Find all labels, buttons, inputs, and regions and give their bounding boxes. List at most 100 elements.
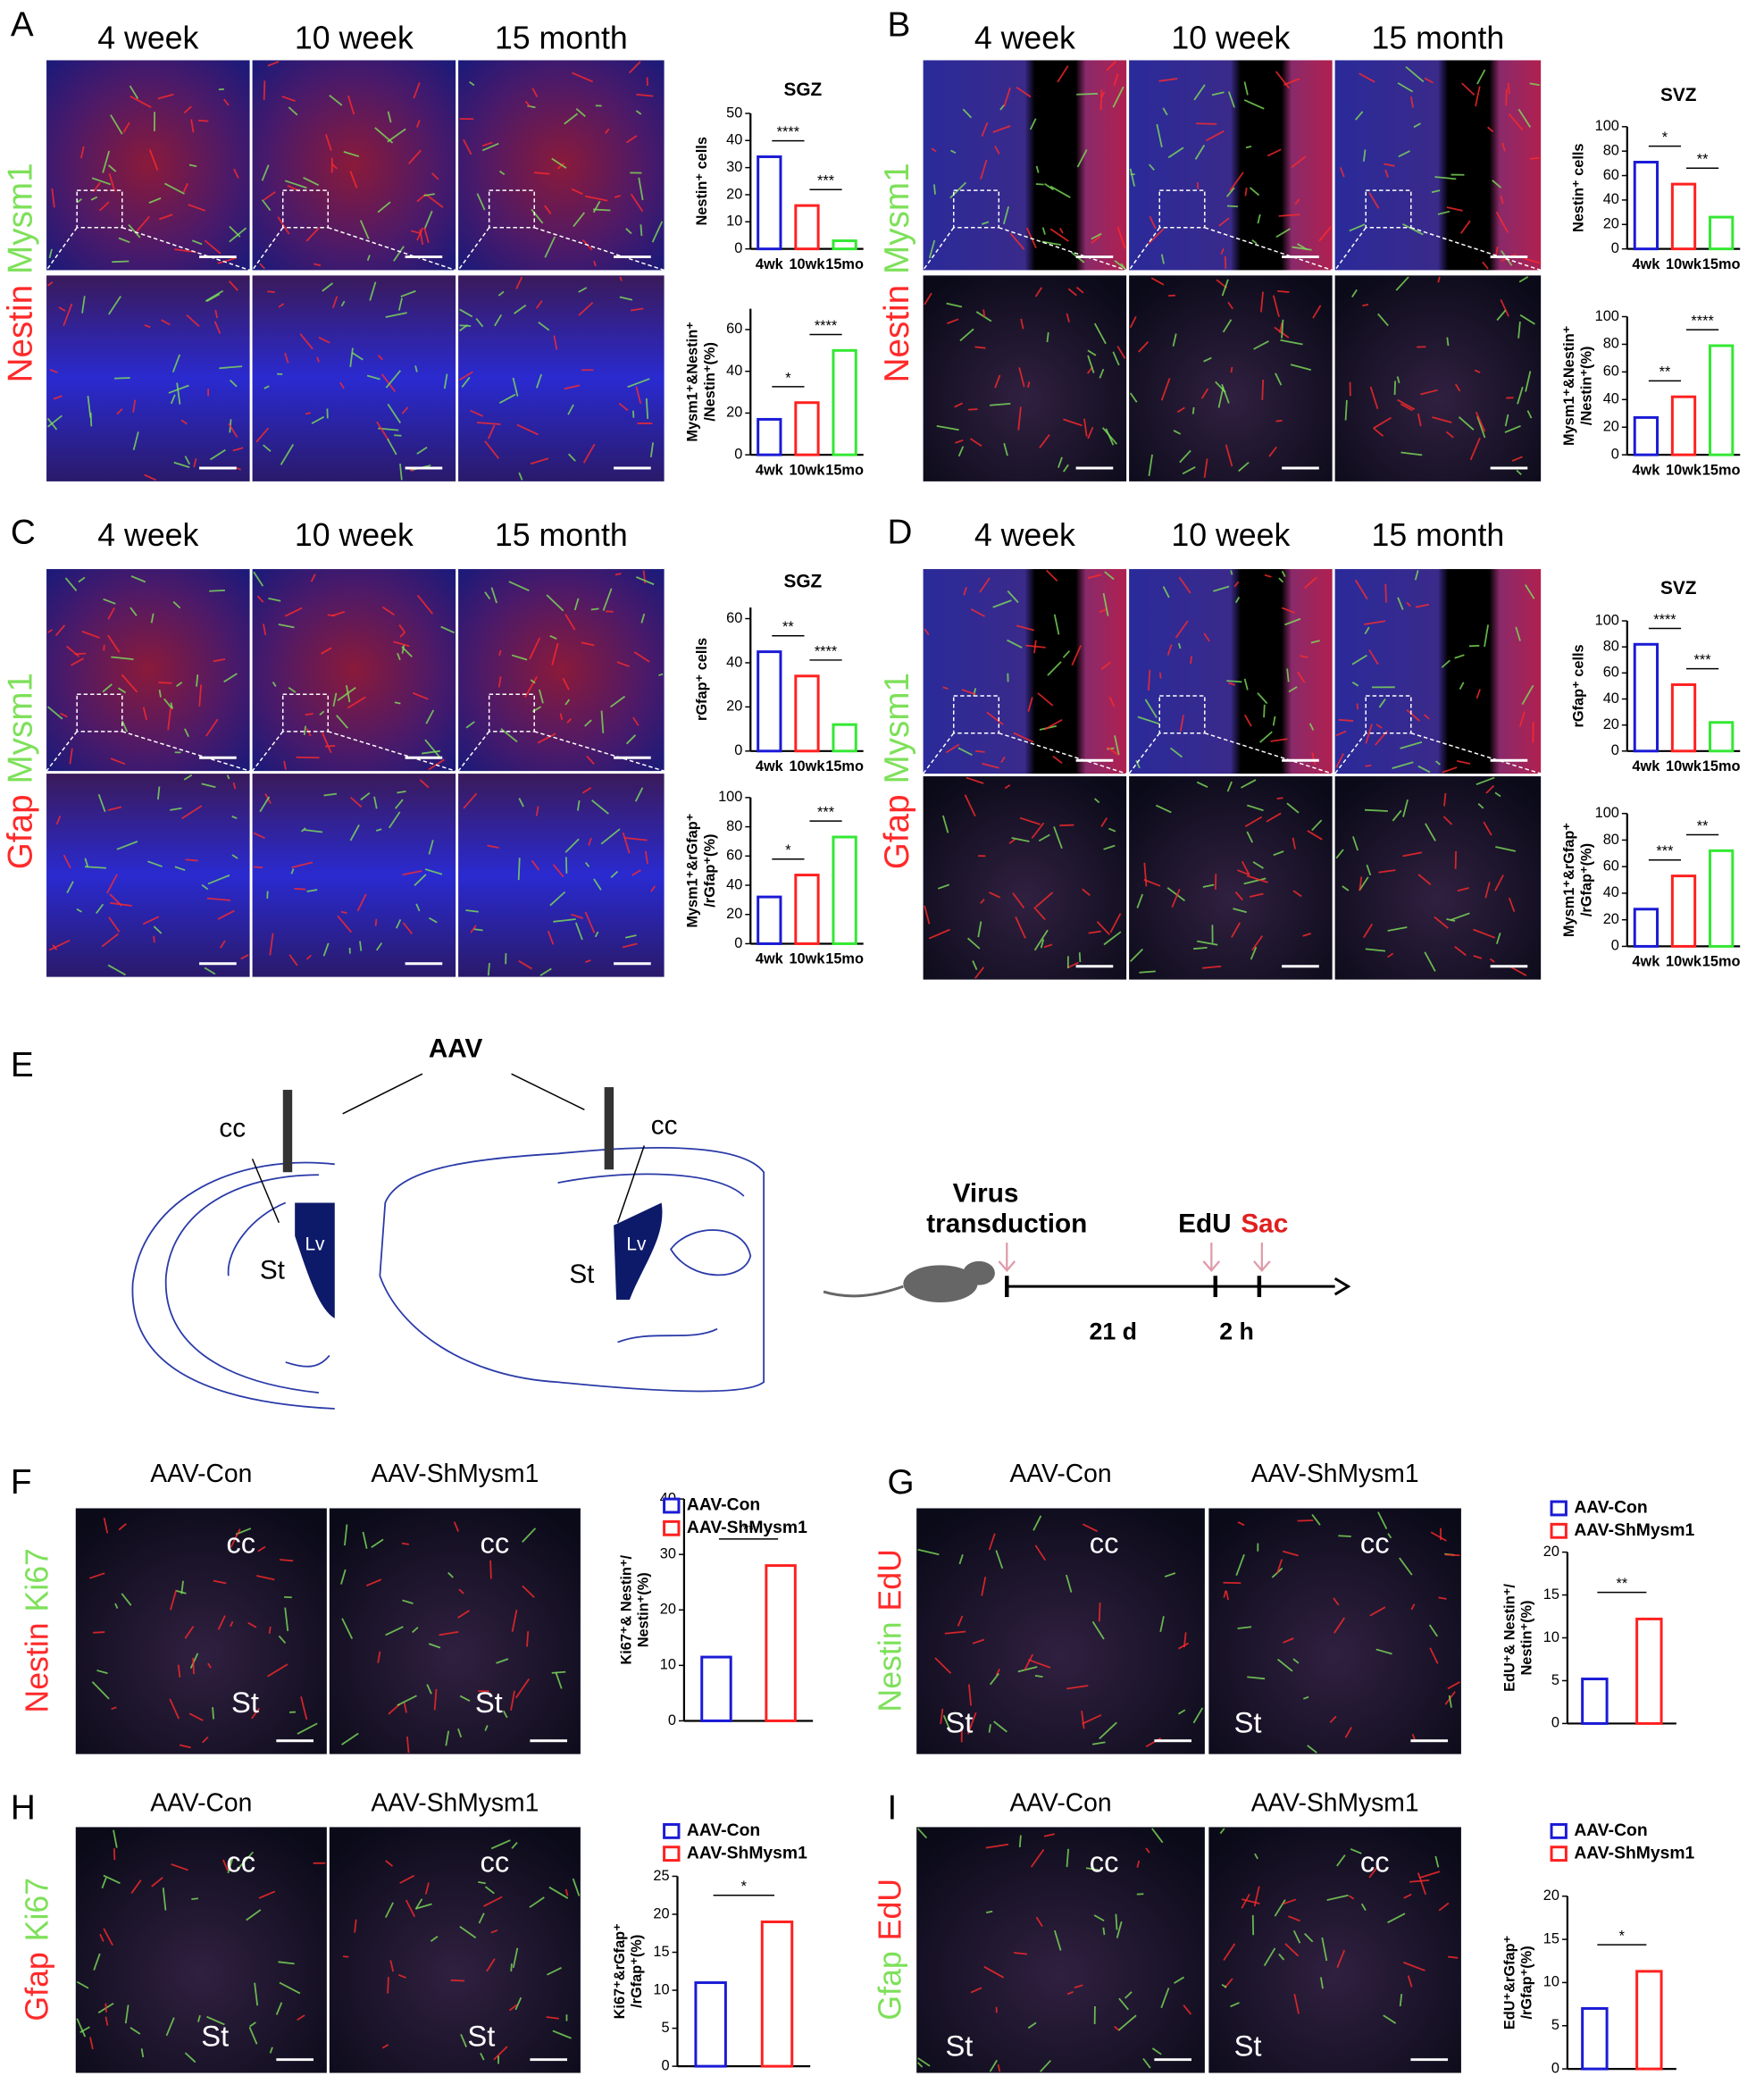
cell-process — [1234, 891, 1243, 901]
x-tick-label: 10wk — [1666, 954, 1702, 970]
inset-guide — [999, 732, 1127, 774]
cell-process — [413, 82, 421, 99]
cell-process — [118, 1523, 127, 1531]
cell-process — [294, 887, 306, 891]
cell-process — [101, 933, 119, 948]
cell-process — [1458, 416, 1475, 431]
y-tick-label: 80 — [1603, 639, 1619, 655]
cell-process — [360, 791, 371, 801]
cell-process — [246, 1909, 262, 1921]
cell-process — [585, 959, 591, 963]
cell-process — [1116, 226, 1126, 249]
cell-process — [988, 1724, 991, 1733]
cell-process — [593, 260, 597, 267]
bar — [1709, 344, 1735, 456]
cell-process — [1034, 891, 1054, 908]
cell-process — [182, 182, 188, 193]
micrograph — [1208, 1827, 1461, 2073]
cell-process — [1392, 809, 1402, 822]
cell-process — [226, 774, 230, 780]
cell-process — [1403, 1962, 1425, 1971]
cell-process — [1162, 107, 1168, 116]
region-label: St — [260, 1256, 286, 1285]
cell-process — [1211, 91, 1225, 96]
cell-process — [1040, 2060, 1051, 2072]
cell-process — [1203, 632, 1210, 642]
cell-process — [387, 1977, 389, 1994]
column-header: 10 week — [1171, 21, 1290, 56]
cell-process — [431, 172, 439, 180]
y-axis-label: Mysm1⁺&Nestin⁺ — [1561, 326, 1577, 446]
cell-process — [291, 861, 314, 868]
column-header: AAV-Con — [150, 1788, 252, 1817]
cell-process — [148, 149, 159, 172]
cell-process — [1417, 1872, 1427, 1896]
cell-process — [573, 598, 580, 611]
cell-process — [1266, 812, 1282, 823]
micrograph — [923, 275, 1127, 481]
cell-process — [1517, 387, 1524, 405]
cell-process — [272, 681, 277, 688]
cell-process — [1200, 388, 1209, 399]
micrograph — [1129, 60, 1333, 271]
cell-process — [288, 954, 298, 967]
cell-process — [490, 1929, 498, 1934]
cell-process — [1129, 316, 1137, 329]
cell-process — [410, 230, 421, 235]
cell-process — [402, 1599, 414, 1604]
cell-process — [1308, 723, 1315, 731]
cell-process — [377, 1651, 381, 1663]
cell-process — [354, 1919, 357, 1933]
cell-process — [535, 806, 539, 816]
cell-process — [566, 717, 573, 724]
micrograph — [252, 774, 456, 977]
cell-process — [942, 686, 949, 690]
cell-process — [1399, 1557, 1413, 1576]
cell-process — [1237, 869, 1250, 875]
cell-process — [1283, 78, 1300, 86]
cell-process — [489, 1560, 492, 1579]
cell-process — [1221, 1983, 1227, 1988]
cell-process — [1230, 2002, 1240, 2008]
cell-process — [1182, 466, 1196, 475]
cell-process — [259, 796, 271, 813]
cell-process — [1007, 590, 1019, 604]
bar — [1633, 161, 1659, 251]
cell-process — [610, 870, 619, 878]
bar — [757, 650, 782, 753]
cell-process — [1387, 926, 1408, 932]
cell-process — [591, 799, 609, 815]
cell-process — [475, 317, 484, 328]
cell-process — [1251, 935, 1264, 951]
cell-process — [1509, 965, 1527, 976]
cell-process — [399, 1874, 415, 1884]
region-label: St — [231, 1686, 259, 1719]
cell-process — [1397, 82, 1414, 93]
significance-label: * — [1619, 1929, 1626, 1945]
cell-process — [942, 1715, 952, 1733]
cell-process — [1221, 383, 1230, 404]
cell-process — [1413, 122, 1421, 129]
cell-process — [1156, 123, 1163, 148]
stain-name: Ki67 — [20, 1548, 55, 1611]
cell-process — [993, 1720, 1007, 1733]
cell-process — [571, 188, 583, 195]
cell-process — [1129, 168, 1135, 187]
cell-process — [87, 396, 92, 418]
cell-process — [191, 1897, 199, 1901]
cell-process — [395, 918, 402, 929]
micrograph — [329, 1508, 581, 1754]
cell-process — [1270, 738, 1288, 742]
y-tick-label: 0 — [661, 2057, 669, 2073]
y-tick-label: 100 — [1595, 805, 1619, 821]
cell-process — [484, 591, 491, 600]
cell-process — [81, 296, 86, 314]
cell-process — [130, 575, 146, 583]
cell-process — [917, 2057, 931, 2067]
cell-process — [1284, 617, 1301, 626]
cell-process — [508, 581, 530, 592]
cell-process — [124, 2004, 130, 2024]
cell-process — [381, 606, 396, 616]
cell-process — [230, 1528, 241, 1548]
cell-process — [1241, 860, 1250, 876]
